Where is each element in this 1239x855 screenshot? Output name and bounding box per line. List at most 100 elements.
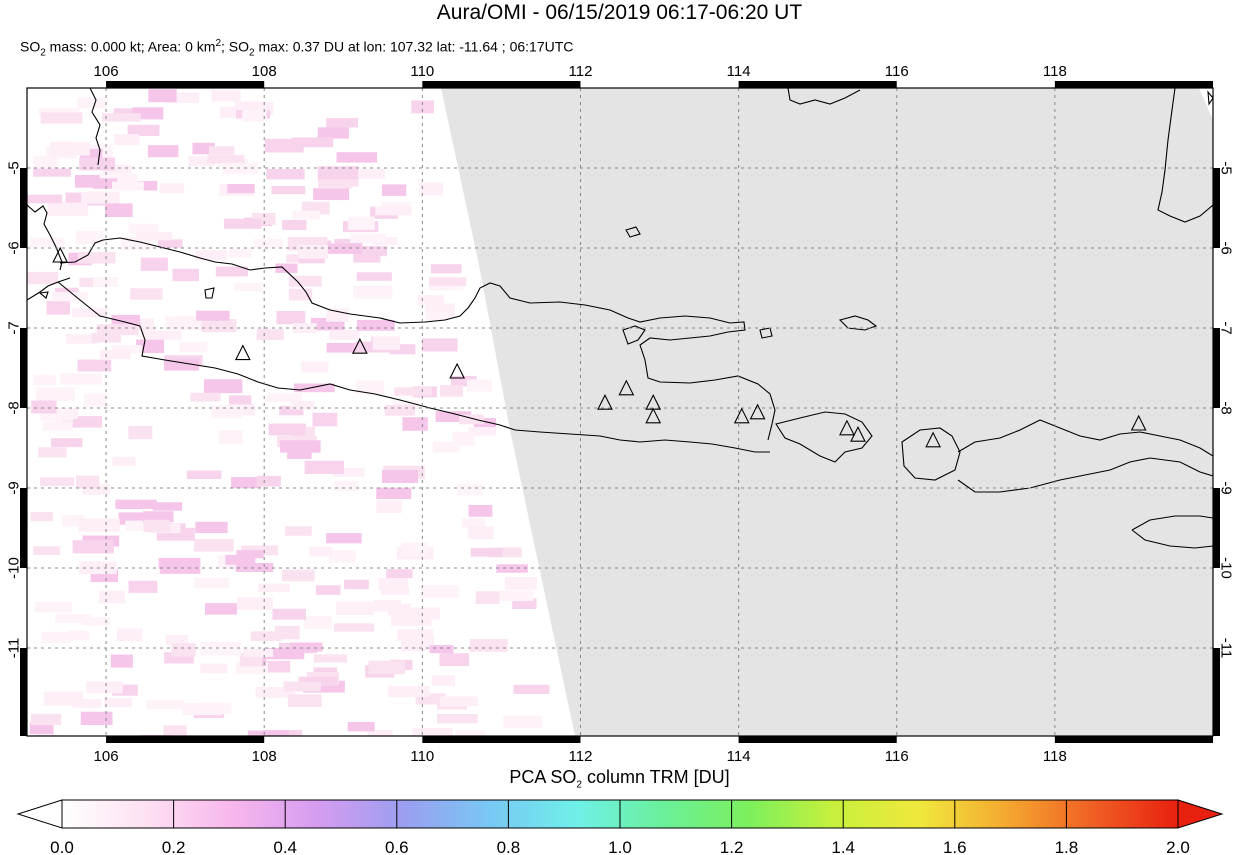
so2-pixel (268, 423, 306, 436)
so2-pixel (190, 392, 221, 402)
lat-tick-label: -9 (1218, 481, 1235, 494)
so2-pixel (256, 329, 284, 341)
colorbar-tick-label: 0.4 (273, 838, 297, 855)
so2-pixel (332, 468, 365, 477)
lat-tick-label: -11 (6, 638, 23, 659)
so2-pixel (387, 603, 411, 616)
frame-bar-top (1054, 81, 1213, 88)
so2-pixel (417, 295, 444, 305)
so2-pixel (111, 314, 141, 326)
volcano-marker (351, 337, 368, 354)
so2-pixel (334, 480, 359, 491)
colorbar: 0.0 0.2 0.4 0.6 0.8 1.0 1.2 1.4 1.6 1.8 2.0 (16, 799, 1224, 855)
so2-pixel (158, 239, 183, 248)
so2-pixel (31, 400, 57, 414)
frame-bar-left (20, 328, 27, 408)
so2-pixel (200, 663, 228, 674)
so2-pixel (50, 141, 90, 156)
so2-pixel (163, 359, 199, 371)
so2-pixel (247, 730, 289, 736)
volcano-marker (234, 344, 251, 361)
lat-tick-label: -7 (6, 321, 23, 334)
so2-pixel (112, 684, 138, 696)
so2-pixel (475, 591, 500, 604)
lon-tick-label: 118 (1043, 748, 1067, 765)
so2-pixel (128, 580, 158, 593)
so2-pixel (384, 405, 416, 416)
so2-pixel (266, 169, 305, 180)
so2-pixel (87, 191, 117, 201)
lat-labels-right: -5 -6 -7 -8 -9 -10 -11 (1218, 161, 1235, 658)
colorbar-tick-label: 1.4 (831, 838, 855, 855)
so2-pixel (77, 359, 112, 372)
so2-pixel (80, 711, 113, 726)
so2-pixel (291, 137, 334, 148)
so2-pixel (344, 169, 385, 179)
so2-pixel (466, 379, 492, 392)
so2-pixel (389, 344, 416, 355)
so2-pixel (235, 563, 274, 572)
so2-pixel (62, 514, 85, 527)
so2-pixel (326, 118, 359, 128)
so2-pixel (130, 288, 163, 300)
so2-pixel (353, 250, 381, 263)
so2-pixel (27, 194, 62, 204)
so2-pixel (450, 375, 477, 387)
so2-pixel (114, 134, 140, 146)
lon-tick-label: 106 (94, 63, 119, 80)
so2-pixel (163, 725, 187, 736)
volcano-marker (597, 393, 613, 410)
lon-tick-label: 112 (569, 63, 593, 80)
so2-pixel (42, 421, 73, 431)
so2-pixel (128, 223, 159, 234)
so2-pixel (293, 323, 317, 334)
so2-pixel (496, 564, 528, 573)
sumatra-coast (27, 204, 71, 301)
so2-pixel (105, 203, 133, 217)
volcano-marker (839, 419, 855, 436)
so2-pixel (309, 546, 333, 557)
frame-bar-left (20, 648, 27, 736)
lat-tick-label: -10 (1218, 557, 1235, 579)
so2-pixel (412, 728, 453, 736)
so2-pixel (250, 631, 282, 641)
so2-pixel (110, 654, 133, 668)
so2-pixel (102, 113, 141, 122)
lon-tick-label: 114 (727, 63, 751, 80)
colorbar-tick-label: 1.8 (1055, 838, 1079, 855)
gridlines (27, 88, 1213, 736)
so2-pixel (165, 92, 200, 104)
so2-pixel (78, 518, 120, 532)
so2-pixel (336, 152, 377, 163)
so2-pixel (171, 643, 196, 657)
lon-tick-label: 112 (569, 748, 593, 765)
so2-pixel (195, 521, 228, 534)
so2-pixel (33, 374, 56, 386)
so2-pixel (282, 569, 315, 582)
colorbar-title: PCA SO2 column TRM [DU] (509, 767, 730, 791)
so2-pixel (411, 100, 434, 114)
so2-pixel (503, 715, 543, 728)
so2-pixel (31, 713, 62, 726)
so2-pixel (51, 438, 83, 448)
so2-pixel (275, 263, 298, 273)
so2-pixel (127, 124, 160, 136)
so2-pixel (236, 597, 273, 610)
so2-pixel (376, 487, 412, 499)
so2-pixel (165, 635, 189, 645)
so2-pixel (499, 590, 534, 602)
frame-bar-left (20, 488, 27, 568)
so2-pixel (117, 628, 143, 642)
lon-tick-label: 114 (727, 748, 751, 765)
so2-pixel (179, 341, 208, 353)
lat-tick-label: -10 (6, 557, 23, 579)
so2-pixel (333, 623, 375, 632)
so2-pixel (271, 186, 306, 195)
so2-pixel (92, 178, 118, 189)
so2-pixel (254, 238, 283, 248)
frame-bar-bottom (422, 736, 581, 743)
so2-pixel (48, 206, 88, 216)
so2-pixel (290, 642, 323, 652)
so2-pixel (172, 268, 199, 282)
kalimantan-coast (787, 88, 1213, 223)
